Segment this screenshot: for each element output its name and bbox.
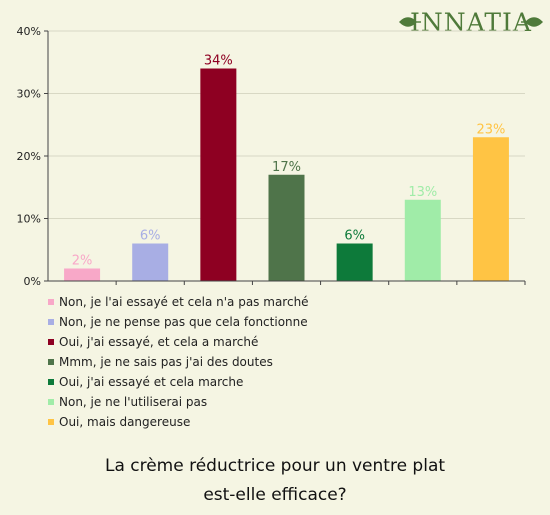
y-tick-label-4: 40% — [17, 25, 41, 38]
legend-item-3: Mmm, je ne sais pas j'ai des doutes — [48, 352, 309, 372]
value-labels: 2% 6% 34% 17% 6% 13% 23% — [72, 54, 506, 269]
question-line-1: La crème réductrice pour un ventre plat — [104, 456, 446, 476]
value-label-2: 34% — [204, 54, 233, 69]
legend-swatch-3 — [48, 359, 54, 365]
leaf-ornament-icon-right — [521, 17, 543, 27]
legend-swatch-5 — [48, 399, 54, 405]
legend-swatch-2 — [48, 339, 54, 345]
legend-swatch-4 — [48, 379, 54, 385]
y-tick-label-3: 30% — [17, 88, 41, 101]
legend-swatch-0 — [48, 299, 54, 305]
legend-item-1: Non, je ne pense pas que cela fonctionne — [48, 312, 309, 332]
legend-item-4: Oui, j'ai essayé et cela marche — [48, 372, 309, 392]
legend-label-0: Non, je l'ai essayé et cela n'a pas marc… — [59, 295, 309, 309]
bars — [64, 68, 509, 281]
axes — [47, 31, 526, 285]
y-tick-label-1: 10% — [17, 213, 41, 226]
poll-question: La crème réductrice pour un ventre plat … — [0, 452, 550, 510]
legend: Non, je l'ai essayé et cela n'a pas marc… — [48, 292, 309, 432]
brand-logo: INNATIA — [399, 8, 543, 37]
leaf-ornament-icon — [399, 17, 421, 27]
bar-3 — [268, 174, 305, 281]
bar-2 — [200, 68, 237, 281]
legend-label-5: Non, je ne l'utiliserai pas — [59, 395, 208, 409]
legend-swatch-6 — [48, 419, 54, 425]
legend-label-3: Mmm, je ne sais pas j'ai des doutes — [59, 355, 273, 369]
y-tick-label-0: 0% — [24, 275, 41, 288]
legend-swatch-1 — [48, 319, 54, 325]
value-label-4: 6% — [344, 229, 365, 244]
value-label-3: 17% — [272, 160, 301, 175]
bar-5 — [404, 199, 441, 281]
legend-item-0: Non, je l'ai essayé et cela n'a pas marc… — [48, 292, 309, 312]
legend-item-2: Oui, j'ai essayé, et cela a marché — [48, 332, 309, 352]
legend-item-5: Non, je ne l'utiliserai pas — [48, 392, 309, 412]
value-label-6: 23% — [476, 122, 505, 137]
bar-6 — [472, 137, 509, 281]
bar-1 — [132, 243, 169, 281]
bar-0 — [64, 268, 101, 281]
bar-4 — [336, 243, 373, 281]
y-tick-label-2: 20% — [17, 150, 41, 163]
legend-label-4: Oui, j'ai essayé et cela marche — [59, 375, 244, 389]
value-label-1: 6% — [140, 229, 161, 244]
value-label-5: 13% — [408, 185, 437, 200]
bar-chart: 0% 10% 20% 30% 40% 2% 6% 34% 17% 6% 13% 23% — [17, 25, 526, 288]
legend-item-6: Oui, mais dangereuse — [48, 412, 309, 432]
legend-label-1: Non, je ne pense pas que cela fonctionne — [59, 315, 308, 329]
value-label-0: 2% — [72, 254, 93, 269]
gridlines — [48, 30, 525, 219]
y-axis-ticks: 0% 10% 20% 30% 40% — [17, 25, 48, 288]
legend-label-2: Oui, j'ai essayé, et cela a marché — [59, 335, 259, 349]
brand-name: INNATIA — [410, 8, 532, 37]
legend-label-6: Oui, mais dangereuse — [59, 415, 191, 429]
question-line-2: est-elle efficace? — [203, 485, 347, 505]
